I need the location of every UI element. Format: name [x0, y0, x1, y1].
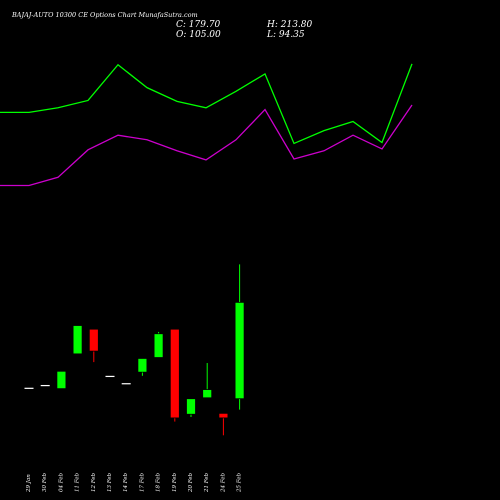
candle: [202, 363, 213, 399]
candle: [186, 398, 196, 417]
x-tick-label: 21 Feb: [204, 472, 210, 493]
candle-body: [186, 398, 196, 415]
low-value: L: 94.35: [267, 30, 305, 40]
candle: [56, 370, 67, 390]
x-tick-label: 13 Feb: [107, 472, 113, 492]
x-tick-label: 17 Feb: [139, 472, 145, 492]
candle-body: [88, 328, 99, 352]
x-tick-label: 18 Feb: [156, 472, 162, 492]
candle-body: [137, 358, 148, 373]
chart-title: BAJAJ-AUTO 10300 CE Options Chart Munafa…: [12, 11, 198, 19]
x-tick-label: 20 Feb: [188, 472, 194, 493]
candle-body: [105, 375, 115, 378]
lower-band-line: [0, 104, 413, 187]
candle-body: [56, 370, 67, 390]
candle-body: [72, 325, 83, 355]
close-value: C: 179.70: [176, 20, 221, 30]
candle-body: [40, 384, 50, 387]
high-value: H: 213.80: [267, 20, 313, 30]
candle: [137, 358, 148, 376]
candle: [153, 331, 164, 358]
candle-body: [234, 301, 245, 400]
candle-body: [153, 333, 164, 358]
candle-body: [202, 389, 213, 399]
x-tick-label: 11 Feb: [75, 472, 81, 492]
candle: [234, 264, 245, 410]
open-value: O: 105.00: [176, 30, 221, 40]
upper-band-line: [0, 63, 413, 145]
candles-layer: [24, 264, 245, 436]
x-tick-label: 19 Feb: [172, 472, 178, 492]
candle-body: [169, 328, 180, 419]
x-tick-label: 04 Feb: [58, 472, 64, 492]
candle: [72, 325, 83, 355]
x-tick-label: 24 Feb: [220, 472, 226, 493]
candle-body: [121, 383, 131, 385]
candle: [218, 412, 229, 436]
x-tick-label: 14 Feb: [123, 472, 129, 492]
x-axis-ticks: 29 Jan 30 Feb 04 Feb 11 Feb 12 Feb 13 Feb 14 F…: [26, 472, 243, 493]
x-tick-label: 30 Feb: [42, 472, 48, 492]
candle: [169, 328, 180, 422]
candle: [40, 384, 50, 387]
candle: [105, 375, 115, 378]
candle: [88, 328, 99, 363]
candle-body: [218, 412, 229, 419]
x-tick-label: 29 Jan: [26, 474, 32, 493]
candle: [24, 387, 34, 389]
candle-body: [24, 387, 34, 389]
candle: [121, 383, 131, 385]
x-tick-label: 25 Feb: [237, 472, 243, 493]
x-tick-label: 12 Feb: [91, 472, 97, 492]
bands-layer: [0, 63, 413, 187]
